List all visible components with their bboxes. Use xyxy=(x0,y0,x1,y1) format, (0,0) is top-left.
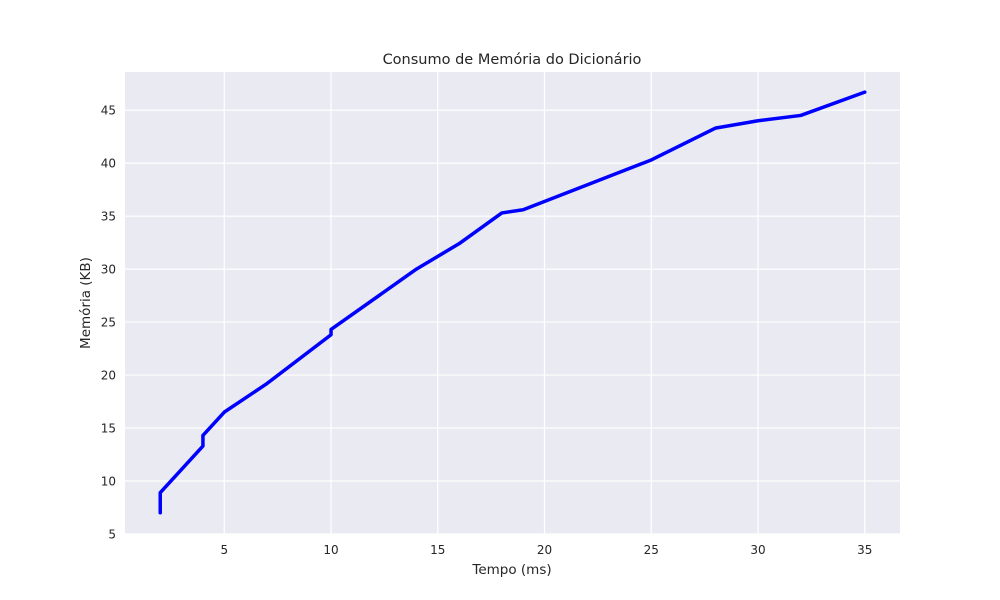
plot-area xyxy=(125,72,900,534)
y-tick-label: 35 xyxy=(101,210,116,224)
series-line xyxy=(158,90,867,515)
y-tick-label: 10 xyxy=(101,475,116,489)
x-tick-labels: 5 10 15 20 25 30 35 xyxy=(220,543,872,557)
y-tick-label: 30 xyxy=(101,263,116,277)
y-axis-label: Memória (KB) xyxy=(78,257,94,349)
x-axis-label: Tempo (ms) xyxy=(471,562,551,578)
y-tick-label: 25 xyxy=(101,316,116,330)
chart-title: Consumo de Memória do Dicionário xyxy=(383,52,642,68)
x-tick-label: 25 xyxy=(644,543,659,557)
x-tick-label: 5 xyxy=(220,543,228,557)
y-tick-labels: 5 10 15 20 25 30 35 40 45 xyxy=(101,104,116,542)
y-tick-label: 40 xyxy=(101,157,116,171)
y-tick-label: 20 xyxy=(101,369,116,383)
grid-lines xyxy=(125,72,900,535)
series-group xyxy=(158,90,867,515)
x-tick-label: 35 xyxy=(857,543,872,557)
y-tick-label: 45 xyxy=(101,104,116,118)
y-tick-label: 15 xyxy=(101,422,116,436)
x-tick-label: 20 xyxy=(537,543,552,557)
x-tick-label: 30 xyxy=(750,543,765,557)
x-tick-label: 15 xyxy=(430,543,445,557)
x-tick-label: 10 xyxy=(323,543,338,557)
y-tick-label: 5 xyxy=(108,528,116,542)
